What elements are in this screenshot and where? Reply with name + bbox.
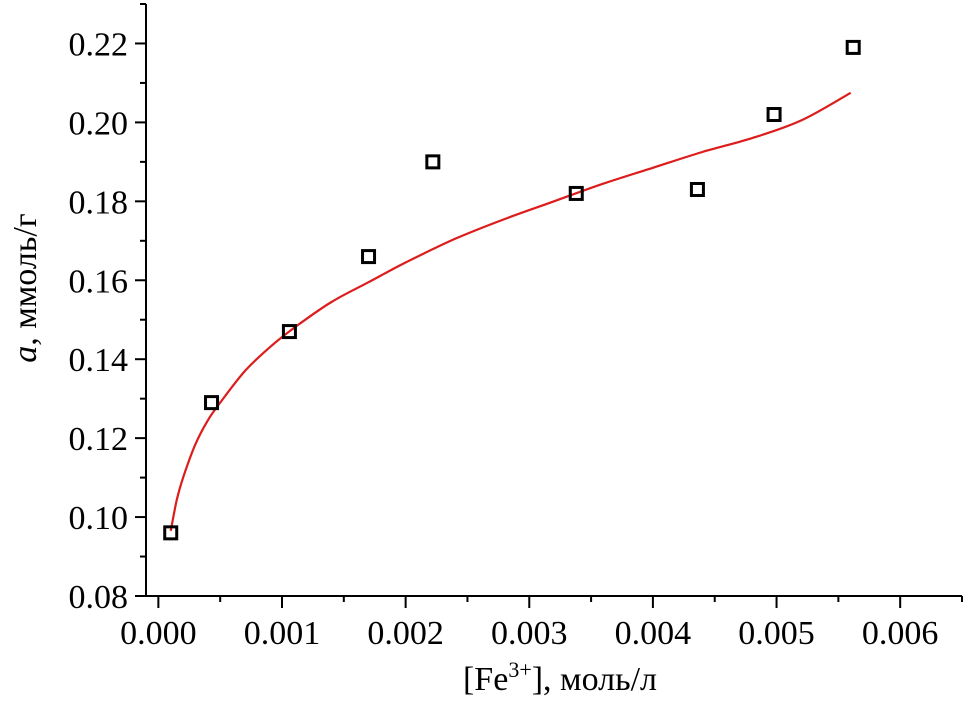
x-axis-label: [Fe3+], моль/л [463, 657, 657, 698]
x-axis-label-sup: 3+ [508, 657, 531, 682]
y-tick-label: 0.14 [69, 342, 129, 379]
x-tick-label: 0.005 [738, 615, 815, 652]
data-point [204, 395, 220, 411]
y-ticks: 0.08 0.10 0.12 0.14 0.16 0.18 0.20 0.22 [69, 3, 146, 616]
data-point [766, 107, 782, 123]
y-axis-label: a, ммоль/г [7, 213, 44, 363]
y-axis-label-symbol: a [7, 346, 44, 363]
x-tick-label: 0.006 [862, 615, 939, 652]
x-axis-label-post: ], моль/л [532, 661, 657, 698]
data-point [425, 154, 441, 170]
x-tick-label: 0.001 [244, 615, 321, 652]
axes [145, 4, 962, 597]
x-tick-label: 0.002 [367, 615, 444, 652]
data-point [845, 39, 861, 55]
data-point [361, 249, 377, 265]
data-point [281, 324, 297, 340]
y-tick-label: 0.08 [69, 579, 129, 616]
x-tick-label: 0.000 [120, 615, 197, 652]
data-point [689, 181, 705, 197]
x-tick-label: 0.004 [615, 615, 692, 652]
fit-curve [169, 91, 852, 532]
y-tick-label: 0.20 [69, 105, 129, 142]
y-tick-label: 0.12 [69, 421, 129, 458]
y-tick-label: 0.16 [69, 263, 129, 300]
data-markers [163, 39, 861, 541]
y-tick-label: 0.10 [69, 500, 129, 537]
data-point [568, 185, 584, 201]
x-axis-label-pre: [Fe [463, 661, 508, 698]
plot-area [163, 39, 861, 541]
y-tick-label: 0.18 [69, 184, 129, 221]
y-tick-label: 0.22 [69, 26, 129, 63]
x-tick-label: 0.003 [491, 615, 568, 652]
y-axis-label-rest: , ммоль/г [7, 213, 44, 346]
x-ticks: 0.000 0.001 0.002 0.003 0.004 0.005 0.006 [120, 596, 963, 652]
data-point [163, 525, 179, 541]
